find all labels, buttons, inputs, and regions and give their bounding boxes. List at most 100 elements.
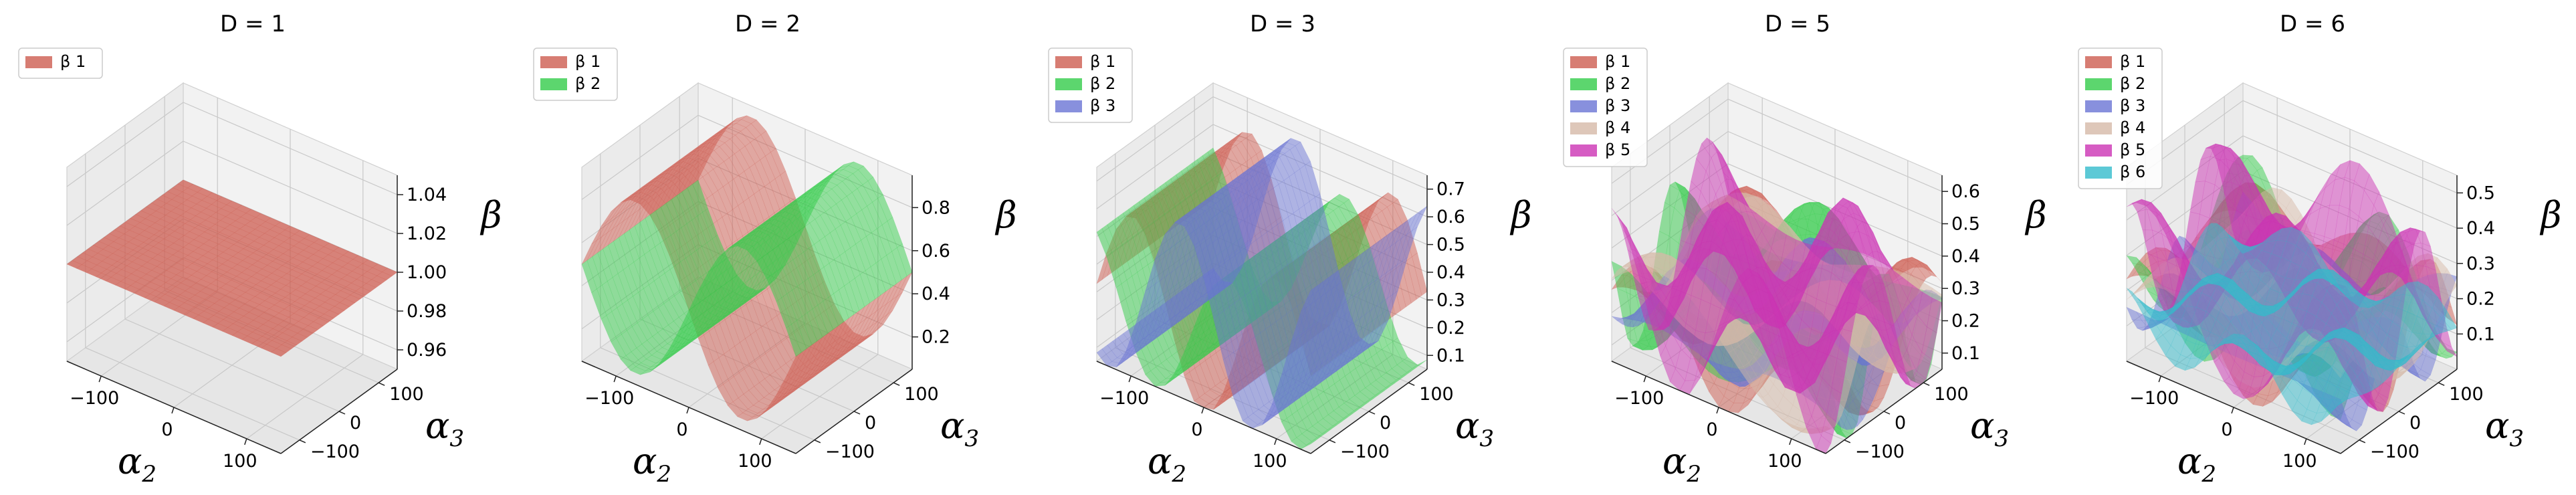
- x-tick: [1274, 438, 1277, 446]
- legend-swatch: [540, 56, 567, 68]
- gridline: [124, 125, 340, 412]
- legend-swatch: [1055, 56, 1082, 68]
- x-tick: [244, 438, 247, 446]
- x-tick-label: −100: [1099, 388, 1149, 409]
- gridline: [1096, 124, 1428, 217]
- gridline: [1096, 96, 1428, 190]
- z-tick-label: 0.1: [1436, 345, 1465, 366]
- legend-label: β 1: [1090, 52, 1115, 71]
- z-tick-label: 0.98: [407, 301, 447, 322]
- z-tick-label: 0.6: [1436, 207, 1465, 227]
- y-tick: [1368, 411, 1376, 415]
- x-axis-label-sub: 2: [1171, 461, 1186, 488]
- z-tick-label: 0.7: [1436, 179, 1465, 200]
- y-tick-label: 100: [904, 384, 939, 405]
- z-tick-label: 0.2: [922, 327, 950, 348]
- z-tick-label: 1.04: [407, 185, 447, 205]
- x-tick: [1128, 375, 1132, 383]
- surface-series-2: [581, 161, 913, 375]
- legend-swatch: [540, 78, 567, 90]
- x-axis-label: α2: [633, 440, 671, 488]
- y-axis-label-sub: 3: [964, 425, 979, 452]
- y-tick: [853, 411, 861, 415]
- z-tick-label: 0.3: [1436, 290, 1465, 310]
- y-tick: [338, 411, 346, 415]
- panel-3: −100 0 100 −100 0 100 0.1 0.2 0.3 0.4 0.5 0.6 0.7 α2 α…: [1048, 11, 1532, 488]
- z-tick-label: 0.96: [407, 340, 447, 361]
- panel-title: D = 1: [220, 11, 286, 37]
- z-axis-label: β: [1509, 194, 1531, 236]
- x-tick-label: 0: [161, 419, 173, 440]
- gridline: [246, 160, 364, 439]
- y-tick-label: 100: [389, 384, 424, 405]
- x-tick-label: 100: [223, 451, 257, 472]
- legend-frame: [18, 47, 103, 79]
- y-axis-label-sub: 3: [1479, 425, 1494, 452]
- legend-label: β 1: [60, 52, 86, 71]
- legend-label: β 2: [1090, 74, 1115, 93]
- legend-label: β 2: [575, 74, 601, 93]
- z-tick-label: 1.02: [407, 223, 447, 244]
- legend: β 1: [18, 47, 103, 79]
- gridline: [85, 153, 300, 441]
- panel-title: D = 3: [1250, 11, 1315, 37]
- legend-label: β 1: [575, 52, 601, 71]
- z-tick-label: 0.5: [1436, 235, 1465, 256]
- x-tick-label: 0: [676, 419, 687, 440]
- y-tick: [1329, 439, 1336, 443]
- x-tick-label: −100: [584, 388, 634, 409]
- y-tick: [893, 382, 900, 386]
- x-axis-label: α2: [118, 440, 156, 488]
- z-tick-label: 0.8: [922, 197, 950, 218]
- legend-swatch: [1055, 100, 1082, 112]
- panel-title: D = 2: [735, 11, 800, 37]
- z-axis-label: β: [994, 194, 1016, 236]
- gridline: [66, 140, 398, 234]
- x-axis-label: α2: [1148, 440, 1186, 488]
- legend-label: β 3: [1090, 96, 1115, 115]
- z-tick-label: 0.6: [922, 241, 950, 262]
- surface-series-1: [66, 179, 398, 357]
- x-tick: [1201, 407, 1204, 414]
- y-tick-label: −100: [825, 441, 875, 462]
- y-tick-label: 100: [1419, 384, 1454, 405]
- y-axis-label: α3: [940, 405, 979, 452]
- y-tick: [814, 439, 821, 443]
- z-tick-label: 0.4: [922, 284, 950, 304]
- x-tick: [759, 438, 762, 446]
- y-tick: [378, 382, 385, 386]
- x-tick-label: 100: [1253, 451, 1287, 472]
- y-tick-label: 0: [350, 413, 361, 433]
- x-tick: [686, 407, 689, 414]
- y-axis-label: α3: [425, 405, 464, 452]
- x-axis-label-sub: 2: [656, 461, 671, 488]
- x-tick-label: 0: [1191, 419, 1202, 440]
- legend-swatch: [25, 56, 52, 68]
- y-tick-label: −100: [1340, 441, 1390, 462]
- gridline: [66, 102, 398, 195]
- x-tick-label: 100: [738, 451, 772, 472]
- panel-1: −100 0 100 −100 0 100 0.96 0.98 1.00 1.02 1.04 α2 α3…: [18, 11, 502, 488]
- x-axis-label-sub: 2: [141, 461, 156, 488]
- legend-swatch: [1055, 78, 1082, 90]
- y-tick: [1408, 382, 1415, 386]
- z-tick-label: 0.4: [1436, 262, 1465, 283]
- z-axis-label: β: [479, 194, 502, 236]
- legend: β 1β 2: [533, 47, 618, 101]
- z-tick-label: 1.00: [407, 262, 447, 283]
- x-tick: [613, 375, 617, 383]
- y-tick: [299, 439, 306, 443]
- y-axis-label-sub: 3: [449, 425, 464, 452]
- panel-2: −100 0 100 −100 0 100 0.2 0.4 0.6 0.8 α2 α3 β D = 2 β …: [533, 11, 1017, 488]
- y-tick-label: 0: [865, 413, 876, 433]
- y-tick-label: −100: [310, 441, 360, 462]
- legend: β 1 β 2 β 3: [1048, 47, 1133, 123]
- x-tick: [171, 407, 175, 414]
- y-tick-label: 0: [1380, 413, 1391, 433]
- y-axis-label: α3: [1455, 405, 1494, 452]
- z-tick-label: 0.2: [1436, 318, 1465, 338]
- x-tick-label: −100: [70, 388, 119, 409]
- x-tick: [98, 375, 102, 383]
